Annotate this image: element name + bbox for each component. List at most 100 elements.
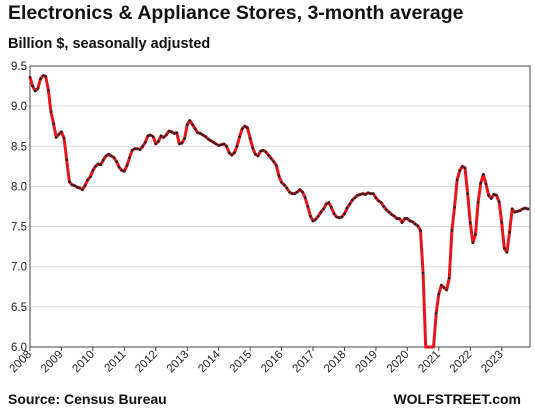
y-tick-label: 9.5	[11, 61, 27, 73]
grid-lines	[30, 105, 530, 308]
data-point	[162, 136, 165, 139]
data-point	[447, 276, 451, 280]
data-point	[102, 158, 105, 162]
data-point	[47, 88, 50, 92]
data-point	[290, 192, 294, 195]
data-point	[403, 217, 407, 220]
data-point	[466, 192, 469, 195]
data-point	[372, 192, 375, 195]
data-point	[230, 153, 234, 157]
data-point	[41, 74, 45, 77]
data-point	[149, 133, 152, 137]
data-point	[28, 75, 32, 79]
data-point	[227, 151, 231, 155]
data-point	[68, 180, 71, 183]
data-point	[476, 201, 480, 204]
data-point	[62, 136, 66, 140]
y-tick-label: 6.0	[11, 342, 27, 354]
data-point	[172, 132, 176, 135]
data-point	[461, 165, 464, 168]
data-point	[337, 216, 341, 220]
data-point	[398, 217, 401, 220]
data-point	[440, 283, 443, 287]
data-point	[209, 139, 213, 142]
data-point	[33, 89, 37, 93]
data-point	[314, 218, 317, 221]
data-point	[254, 153, 257, 156]
data-point	[222, 142, 226, 146]
data-point	[471, 241, 475, 244]
data-point	[115, 160, 118, 163]
data-point	[235, 144, 239, 148]
data-point	[157, 140, 160, 143]
data-point	[246, 126, 249, 130]
data-point	[311, 219, 315, 223]
data-point	[73, 184, 76, 187]
data-point	[361, 192, 365, 195]
data-point	[125, 164, 129, 167]
data-point	[146, 134, 150, 138]
data-point	[492, 193, 496, 196]
data-point	[112, 156, 116, 159]
data-point	[225, 144, 228, 148]
plot-frame	[29, 65, 531, 348]
data-point	[130, 149, 134, 152]
y-tick-label: 9.0	[11, 101, 27, 113]
data-point	[86, 178, 89, 182]
data-point	[453, 206, 456, 209]
data-point	[348, 202, 352, 206]
data-point	[303, 196, 307, 199]
data-point	[159, 134, 163, 138]
data-point	[340, 215, 344, 219]
data-point	[191, 123, 194, 126]
series-line	[28, 74, 530, 349]
data-point	[196, 131, 199, 134]
data-point	[248, 136, 252, 140]
x-axis: 2008 2009 2010 2011 2012 2013 2014 2015 2016 2017…	[8, 347, 506, 375]
data-point	[275, 164, 278, 167]
data-point	[185, 123, 189, 126]
x-tick-label: 2020	[385, 349, 412, 376]
data-point	[238, 135, 241, 138]
y-tick-label: 6.5	[11, 302, 27, 314]
x-tick-label: 2012	[133, 349, 160, 376]
data-point	[327, 201, 331, 204]
data-point	[382, 205, 386, 208]
data-point	[151, 135, 155, 138]
data-point	[52, 122, 55, 126]
x-tick-label: 2011	[102, 349, 128, 375]
data-point	[178, 142, 181, 146]
data-point	[272, 160, 276, 163]
data-point	[49, 110, 53, 114]
data-point	[60, 130, 63, 134]
data-point	[269, 157, 273, 160]
data-point	[212, 140, 215, 144]
data-point	[508, 230, 511, 234]
data-point	[282, 183, 286, 187]
data-point	[345, 206, 349, 210]
data-point	[256, 154, 260, 158]
data-point	[280, 181, 283, 184]
data-point	[154, 142, 158, 146]
data-point	[259, 149, 262, 153]
data-point	[521, 207, 524, 211]
data-point	[324, 202, 328, 206]
data-point	[413, 222, 417, 226]
data-point	[65, 158, 68, 162]
data-point	[518, 209, 522, 212]
data-point	[419, 229, 422, 232]
data-point	[406, 217, 409, 220]
data-point	[468, 221, 472, 224]
data-point	[233, 151, 236, 155]
data-point	[138, 148, 142, 151]
data-point	[31, 84, 34, 88]
x-tick-label: 2017	[291, 349, 318, 376]
data-point	[479, 181, 483, 185]
data-point	[219, 143, 223, 146]
data-point	[503, 246, 506, 250]
data-point	[385, 208, 388, 212]
data-point	[204, 135, 207, 138]
data-point	[83, 184, 87, 187]
data-point	[141, 144, 144, 148]
data-point	[298, 188, 302, 191]
